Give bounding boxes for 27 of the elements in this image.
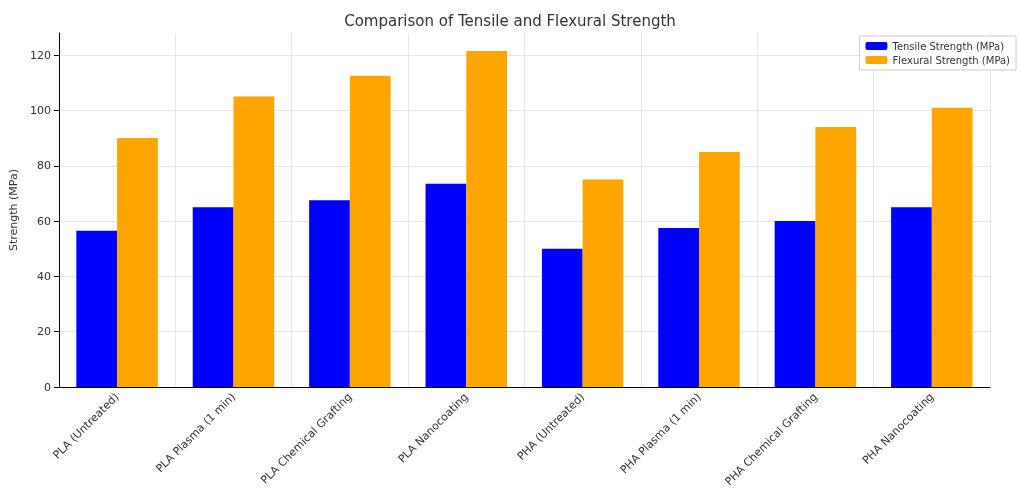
bar — [582, 179, 624, 387]
y-tick-label: 0 — [43, 380, 51, 394]
bar — [931, 107, 973, 387]
bar — [425, 183, 467, 387]
bar — [815, 127, 857, 387]
bar — [658, 227, 700, 387]
bar — [117, 138, 158, 387]
bar — [466, 50, 507, 387]
legend-label: Tensile Strength (MPa) — [891, 40, 1005, 52]
bar — [699, 151, 740, 387]
y-axis-title: Strength (MPa) — [7, 168, 20, 252]
y-tick-label: 100 — [29, 103, 51, 117]
legend-label: Flexural Strength (MPa) — [892, 54, 1011, 66]
y-tick-label: 80 — [36, 159, 51, 173]
y-tick-label: 60 — [36, 214, 51, 228]
y-tick-label: 120 — [29, 48, 51, 62]
chart-title: Comparison of Tensile and Flexural Strength — [344, 11, 676, 30]
bar — [891, 207, 932, 387]
y-tick-label: 20 — [36, 325, 51, 339]
y-tick-label: 40 — [36, 269, 51, 283]
bar — [192, 207, 234, 387]
bar — [349, 75, 391, 387]
bar — [233, 96, 275, 387]
bar — [76, 230, 118, 387]
bar — [541, 248, 583, 387]
bar — [309, 200, 350, 387]
bar — [774, 221, 816, 387]
